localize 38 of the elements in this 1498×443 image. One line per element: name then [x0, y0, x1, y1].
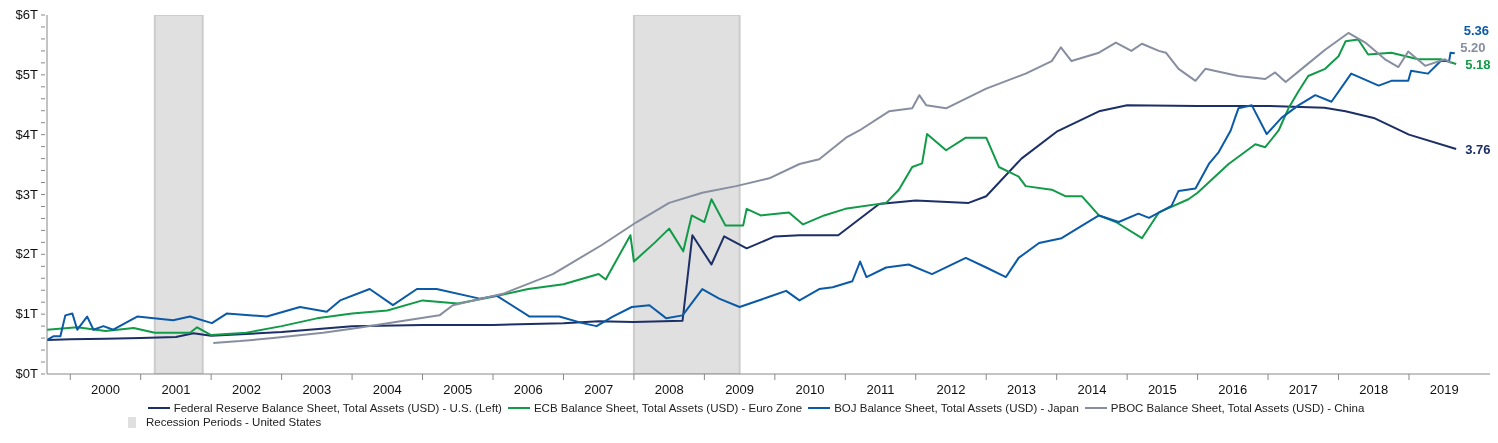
x-tick-label: 2009	[725, 382, 755, 397]
x-tick-label: 2001	[161, 382, 191, 397]
y-tick-label: $4T	[15, 126, 39, 142]
x-tick-label: 2003	[302, 382, 332, 397]
legend-label: BOJ Balance Sheet, Total Assets (USD) - Japan	[834, 402, 1079, 414]
y-tick-label: $3T	[15, 186, 39, 202]
x-tick-label: 2002	[231, 382, 261, 397]
legend-label: ECB Balance Sheet, Total Assets (USD) - Euro Zone	[533, 402, 803, 414]
x-tick-label: 2004	[372, 382, 402, 397]
x-tick-label: 2018	[1359, 382, 1389, 397]
legend-label: Federal Reserve Balance Sheet, Total Assets (USD) - U.S. (Left)	[173, 402, 502, 414]
x-tick-label: 2012	[936, 382, 966, 397]
x-tick-label: 2007	[584, 382, 614, 397]
line-series	[212, 31, 1453, 344]
x-tick-label: 2015	[1147, 382, 1177, 397]
x-tick-label: 2016	[1218, 382, 1248, 397]
data-label: 5.20	[1460, 40, 1486, 56]
x-tick-label: 2005	[443, 382, 473, 397]
x-tick-label: 2017	[1288, 382, 1318, 397]
y-tick-label: $1T	[15, 306, 39, 322]
line-series	[47, 104, 1458, 341]
x-tick-label: 2011	[866, 382, 895, 397]
data-label: 3.76	[1465, 142, 1491, 158]
legend-label: Recession Periods - United States	[146, 416, 322, 428]
x-tick-label: 2006	[513, 382, 543, 397]
x-tick-label: 2014	[1077, 382, 1107, 397]
data-label: 5.36	[1463, 23, 1490, 39]
data-label: 5.18	[1465, 57, 1491, 73]
legend-label: PBOC Balance Sheet, Total Assets (USD) - China	[1110, 402, 1365, 414]
y-tick-label: $2T	[15, 246, 39, 262]
x-tick-label: 2019	[1429, 382, 1459, 397]
x-tick-label: 2013	[1006, 382, 1036, 397]
y-tick-label: $6T	[15, 7, 39, 22]
y-tick-label: $0T	[15, 366, 39, 381]
y-tick-label: $5T	[15, 66, 39, 82]
x-tick-label: 2000	[91, 382, 120, 397]
x-tick-label: 2010	[795, 382, 825, 397]
x-tick-label: 2008	[654, 382, 684, 397]
